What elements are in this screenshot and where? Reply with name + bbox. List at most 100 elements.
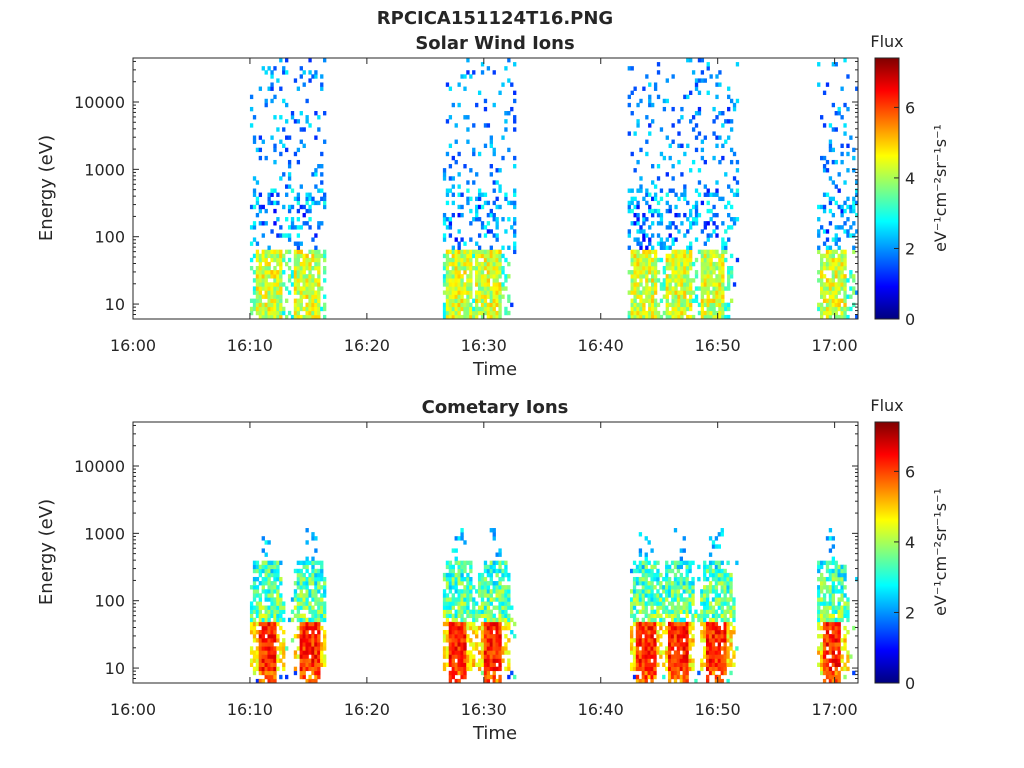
heatmap-cell — [302, 581, 306, 586]
heatmap-cell — [276, 593, 280, 598]
heatmap-cell — [264, 658, 268, 663]
heatmap-cell — [258, 261, 263, 267]
heatmap-cell — [255, 666, 260, 672]
heatmap-cell — [495, 261, 499, 267]
heatmap-cell — [685, 560, 689, 566]
heatmap-cell — [688, 564, 692, 570]
heatmap-cell — [302, 625, 306, 631]
heatmap-cell — [261, 662, 265, 667]
heatmap-cell — [513, 621, 517, 627]
heatmap-cell — [650, 617, 654, 623]
heatmap-cell — [825, 666, 830, 672]
heatmap-cell — [709, 306, 713, 312]
heatmap-cell — [662, 609, 666, 614]
heatmap-cell — [498, 650, 502, 655]
heatmap-cell — [656, 257, 661, 263]
heatmap-cell — [498, 617, 502, 623]
heatmap-cell — [451, 155, 455, 161]
heatmap-cell — [302, 585, 306, 590]
heatmap-cell — [708, 589, 713, 594]
heatmap-cell — [717, 674, 721, 680]
heatmap-cell — [720, 585, 724, 590]
heatmap-cell — [498, 184, 502, 189]
heatmap-cell — [820, 286, 824, 291]
heatmap-cell — [639, 176, 643, 181]
heatmap-cell — [267, 629, 271, 635]
heatmap-cell — [705, 597, 710, 602]
heatmap-cell — [641, 670, 645, 676]
heatmap-cell — [705, 678, 710, 684]
heatmap-cell — [705, 625, 710, 631]
heatmap-cell — [279, 249, 283, 255]
heatmap-cell — [495, 310, 499, 316]
heatmap-cell — [492, 536, 496, 541]
heatmap-cell — [636, 159, 640, 165]
heatmap-cell — [451, 617, 455, 623]
heatmap-cell — [308, 576, 312, 582]
heatmap-cell — [492, 265, 496, 271]
heatmap-cell — [686, 261, 690, 267]
heatmap-cell — [442, 278, 447, 283]
heatmap-cell — [721, 278, 725, 283]
heatmap-cell — [454, 294, 458, 299]
heatmap-cell — [323, 609, 327, 614]
heatmap-cell — [673, 597, 678, 602]
heatmap-cell — [705, 568, 710, 574]
heatmap-cell — [504, 609, 508, 614]
heatmap-cell — [843, 609, 847, 614]
heatmap-cell — [279, 576, 283, 582]
heatmap-cell — [270, 629, 274, 635]
heatmap-cell — [445, 249, 450, 255]
heatmap-cell — [837, 654, 841, 659]
heatmap-cell — [510, 106, 514, 112]
heatmap-cell — [708, 552, 713, 557]
heatmap-cell — [837, 674, 841, 680]
heatmap-cell — [645, 217, 649, 222]
heatmap-cell — [673, 560, 678, 566]
heatmap-cell — [721, 123, 725, 128]
heatmap-cell — [636, 237, 640, 242]
heatmap-cell — [721, 155, 725, 161]
heatmap-cell — [648, 278, 652, 283]
heatmap-cell — [635, 642, 640, 647]
heatmap-cell — [705, 658, 710, 663]
heatmap-cell — [820, 290, 824, 295]
heatmap-cell — [466, 572, 470, 578]
heatmap-cell — [732, 629, 736, 635]
heatmap-cell — [489, 257, 493, 263]
heatmap-cell — [635, 593, 640, 598]
heatmap-cell — [703, 241, 707, 246]
heatmap-cell — [469, 237, 473, 242]
heatmap-cell — [498, 261, 502, 267]
heatmap-cell — [442, 302, 447, 308]
heatmap-cell — [293, 670, 298, 676]
heatmap-cell — [668, 282, 672, 287]
heatmap-cell — [817, 302, 821, 308]
heatmap-cell — [729, 265, 734, 271]
heatmap-cell — [668, 261, 672, 267]
heatmap-cell — [689, 290, 693, 295]
heatmap-cell — [709, 314, 713, 320]
heatmap-cell — [831, 674, 836, 680]
heatmap-cell — [822, 581, 827, 586]
heatmap-cell — [317, 617, 321, 623]
heatmap-cell — [840, 282, 844, 287]
heatmap-cell — [308, 617, 312, 623]
heatmap-cell — [668, 310, 672, 316]
heatmap-cell — [486, 605, 491, 610]
heatmap-cell — [463, 265, 467, 271]
heatmap-cell — [261, 286, 265, 291]
heatmap-cell — [314, 572, 318, 578]
heatmap-cell — [822, 192, 827, 197]
heatmap-cell — [293, 581, 298, 586]
heatmap-cell — [720, 532, 724, 537]
heatmap-cell — [463, 540, 467, 545]
heatmap-cell — [633, 274, 637, 279]
heatmap-cell — [507, 111, 511, 116]
heatmap-cell — [834, 662, 838, 667]
heatmap-cell — [843, 306, 847, 312]
heatmap-cell — [732, 654, 736, 659]
heatmap-cell — [486, 629, 491, 635]
heatmap-cell — [665, 294, 669, 299]
heatmap-cell — [457, 245, 461, 250]
